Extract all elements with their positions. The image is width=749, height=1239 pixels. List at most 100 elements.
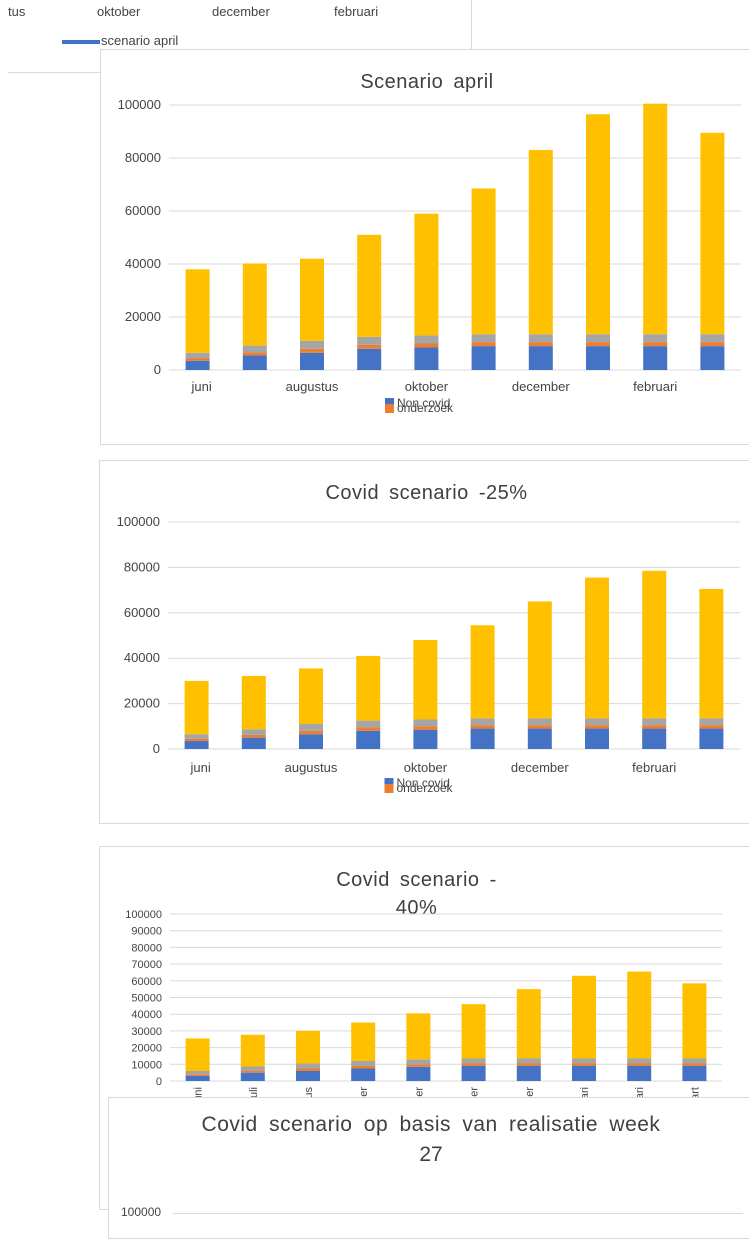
bar-segment-non-covid xyxy=(586,346,610,370)
bar-segment-series-3 xyxy=(699,588,724,719)
bar-segment-onderzoek xyxy=(240,1070,265,1073)
chart-title: Covid scenario -25% xyxy=(325,482,527,504)
bar-segment-onderzoek xyxy=(643,342,668,347)
bar-segment-series-3 xyxy=(471,188,496,335)
y-tick-label: 100000 xyxy=(117,514,160,529)
bar-segment-onderzoek xyxy=(413,726,438,730)
x-tick-label: februari xyxy=(632,760,676,775)
y-tick-label: 90000 xyxy=(131,926,162,938)
bar-segment-onderzoek xyxy=(642,725,667,729)
bar-segment-series-2 xyxy=(413,719,438,727)
bar-segment-series-2 xyxy=(585,718,609,726)
fragment-border-right xyxy=(471,0,472,72)
bar-segment-series-3 xyxy=(356,655,381,721)
legend-swatch xyxy=(62,40,100,44)
bar-segment-onderzoek xyxy=(185,1074,210,1076)
bar-segment-non-covid xyxy=(461,1065,486,1081)
bar-segment-series-2 xyxy=(406,1059,431,1065)
bar-segment-series-3 xyxy=(414,213,439,336)
bar-segment-series-3 xyxy=(572,975,596,1059)
bar-segment-series-3 xyxy=(586,114,610,335)
legend-swatch-onderzoek xyxy=(385,404,394,413)
legend-swatch-non-covid xyxy=(384,778,394,787)
y-tick-label: 60000 xyxy=(131,976,162,988)
bar-segment-series-2 xyxy=(627,1058,652,1064)
legend-label: scenario april xyxy=(101,33,179,48)
bar-segment-series-3 xyxy=(461,1004,486,1059)
chart-title: Scenario april xyxy=(360,71,493,93)
bar-segment-series-3 xyxy=(406,1013,431,1060)
y-tick-label: 80000 xyxy=(125,150,161,165)
chart-panel-covid-25: Covid scenario -25% 0 20000 40000 60000 80000… xyxy=(99,460,749,824)
bar-segment-non-covid xyxy=(356,730,381,749)
chart-scenario-april: Scenario april 0 20000 40000 60000 80000 10000… xyxy=(118,71,741,415)
bar-segment-series-2 xyxy=(471,334,496,343)
bar-segment-series-3 xyxy=(242,263,267,346)
bar-segment-onderzoek xyxy=(700,342,725,347)
bar-segment-series-3 xyxy=(296,1030,320,1064)
bar-segment-onderzoek xyxy=(357,344,382,349)
y-tick-label: 100000 xyxy=(118,97,161,112)
bar-segment-series-3 xyxy=(413,640,438,720)
y-tick-label: 40000 xyxy=(131,1009,162,1021)
bar-segment-non-covid xyxy=(413,729,438,749)
bar-segment-onderzoek xyxy=(516,1063,541,1066)
legend-label-non-covid: Non covid xyxy=(397,396,450,410)
y-tick-label: 80000 xyxy=(131,942,162,954)
bar-segment-non-covid xyxy=(527,728,552,749)
bar-segment-series-2 xyxy=(357,336,382,345)
y-tick-label: 0 xyxy=(154,362,161,377)
bar-segment-series-3 xyxy=(184,680,209,735)
bar-segment-series-2 xyxy=(296,1063,320,1069)
bar-segment-non-covid xyxy=(470,728,495,749)
bar-segment-onderzoek xyxy=(572,1063,596,1066)
bar-segment-series-3 xyxy=(357,234,382,337)
bar-segment-non-covid xyxy=(471,346,496,370)
bar-segment-onderzoek xyxy=(185,358,210,361)
bar-segment-onderzoek xyxy=(470,725,495,729)
x-tick-label: juni xyxy=(190,379,211,394)
x-tick-label: december xyxy=(512,379,570,394)
legend-label-non-covid: Non covid xyxy=(397,776,450,790)
y-tick-label: 20000 xyxy=(124,696,160,711)
y-tick-label: 30000 xyxy=(131,1026,162,1038)
bar-segment-non-covid xyxy=(241,737,266,749)
y-tick-label: 10000 xyxy=(131,1059,162,1071)
bar-segment-series-2 xyxy=(516,1058,541,1064)
bar-segment-series-3 xyxy=(351,1022,376,1061)
bar-segment-non-covid xyxy=(627,1065,652,1081)
bar-segment-series-3 xyxy=(527,601,552,719)
bar-segment-series-3 xyxy=(185,269,210,353)
bar-segment-onderzoek xyxy=(241,734,266,738)
chart-panel-covid-week27: Covid scenario op basis van realisatie w… xyxy=(108,1097,749,1239)
bar-segment-series-2 xyxy=(682,1058,707,1064)
y-tick-label: 40000 xyxy=(125,256,161,271)
bar-segment-onderzoek xyxy=(406,1064,431,1067)
bar-segment-series-2 xyxy=(185,1070,210,1075)
bar-segment-series-3 xyxy=(241,675,266,730)
y-tick-label: 0 xyxy=(156,1076,162,1088)
bar-segment-series-3 xyxy=(585,577,609,719)
bar-segment-series-2 xyxy=(572,1058,596,1064)
x-tick-label: juli xyxy=(248,1087,260,1101)
bar-segment-onderzoek xyxy=(414,343,439,348)
legend-swatch-non-covid xyxy=(385,398,394,407)
legend-label-onderzoek: onderzoek xyxy=(397,401,454,415)
bar-segment-series-2 xyxy=(184,734,209,739)
x-tick-label: augustus xyxy=(286,379,339,394)
bar-segment-non-covid xyxy=(185,1075,210,1081)
y-tick-label: 40000 xyxy=(124,650,160,665)
bar-segment-series-2 xyxy=(240,1066,265,1071)
bar-segment-series-2 xyxy=(470,718,495,726)
bar-segment-non-covid xyxy=(643,346,668,370)
bar-segment-series-3 xyxy=(642,570,667,719)
x-tick-label: oktober xyxy=(405,379,449,394)
bar-segment-non-covid xyxy=(184,741,209,749)
bar-segment-series-3 xyxy=(516,989,541,1059)
bar-segment-series-3 xyxy=(700,132,725,335)
bar-segment-onderzoek xyxy=(682,1063,707,1066)
bar-segment-onderzoek xyxy=(351,1065,376,1069)
bar-segment-series-2 xyxy=(300,340,324,349)
bar-segment-non-covid xyxy=(414,347,439,370)
bar-segment-onderzoek xyxy=(461,1063,486,1066)
